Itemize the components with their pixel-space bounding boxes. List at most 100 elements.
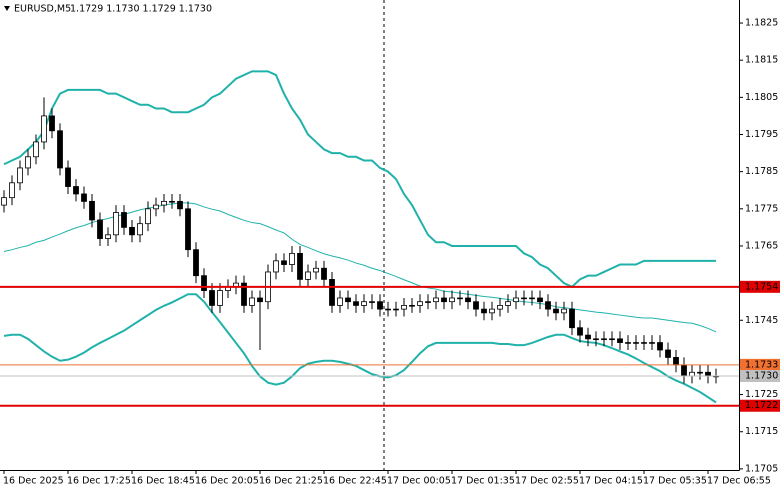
y-tick-label: 1.1705 bbox=[745, 463, 778, 474]
candle-body bbox=[281, 260, 287, 265]
x-tick-label: 16 Dec 2025 bbox=[3, 476, 64, 487]
candle-body bbox=[193, 249, 199, 277]
candle-body bbox=[673, 357, 679, 366]
candle-body bbox=[105, 234, 111, 239]
x-tick-label: 17 Dec 04:15 bbox=[579, 476, 643, 487]
candle-body bbox=[361, 301, 367, 306]
candle-body bbox=[73, 186, 79, 195]
candle-body bbox=[33, 141, 39, 158]
x-tick-label: 16 Dec 20:05 bbox=[195, 476, 259, 487]
candle-body bbox=[697, 371, 703, 374]
header-icon bbox=[4, 6, 10, 11]
y-tick-label: 1.1815 bbox=[745, 55, 778, 66]
candle-body bbox=[153, 204, 159, 210]
candle-body bbox=[441, 297, 447, 303]
candle-body bbox=[417, 301, 423, 306]
x-tick-label: 16 Dec 21:25 bbox=[259, 476, 323, 487]
candle-body bbox=[681, 364, 687, 377]
candle-body bbox=[25, 156, 31, 169]
candle-body bbox=[433, 297, 439, 303]
candle-body bbox=[657, 342, 663, 351]
candle-body bbox=[649, 342, 655, 344]
candle-body bbox=[289, 252, 295, 265]
candle-body bbox=[369, 301, 375, 303]
x-tick-label: 17 Dec 06:55 bbox=[707, 476, 771, 487]
candle-body bbox=[297, 252, 303, 280]
candle-body bbox=[481, 308, 487, 314]
candle-body bbox=[401, 305, 407, 310]
level-label: 1.1730 bbox=[745, 371, 778, 382]
y-tick-label: 1.1795 bbox=[745, 129, 778, 140]
candle-body bbox=[185, 208, 191, 251]
candle-body bbox=[513, 297, 519, 303]
candle-body bbox=[497, 305, 503, 310]
symbol: EURUSD,M5 bbox=[14, 4, 71, 15]
candle-body bbox=[121, 212, 127, 228]
y-tick-label: 1.1745 bbox=[745, 315, 778, 326]
candle-body bbox=[665, 349, 671, 358]
candle-body bbox=[553, 308, 559, 314]
candle-body bbox=[577, 327, 583, 336]
candle-body bbox=[521, 297, 527, 300]
candle-body bbox=[465, 297, 471, 303]
candle-body bbox=[161, 200, 167, 206]
candle-body bbox=[537, 297, 543, 303]
candle-body bbox=[473, 301, 479, 310]
candle-body bbox=[57, 130, 63, 169]
candle-body bbox=[393, 308, 399, 311]
candle-body bbox=[409, 305, 415, 307]
candle-body bbox=[633, 342, 639, 344]
candle-body bbox=[321, 267, 327, 280]
x-tick-label: 17 Dec 00:05 bbox=[387, 476, 451, 487]
candle-body bbox=[505, 301, 511, 306]
x-tick-label: 16 Dec 17:25 bbox=[67, 476, 131, 487]
plot bbox=[1, 70, 719, 404]
header-prices: 1.1729 1.1730 1.1729 1.1730 bbox=[70, 4, 212, 15]
candle-body bbox=[569, 308, 575, 329]
candle-body bbox=[129, 226, 135, 236]
candle-body bbox=[329, 278, 335, 306]
y-tick-label: 1.1765 bbox=[745, 240, 778, 251]
level-label-bg bbox=[740, 370, 780, 382]
y-tick-label: 1.1805 bbox=[745, 92, 778, 103]
candle-body bbox=[17, 167, 23, 184]
candle-body bbox=[201, 275, 207, 291]
candle-body bbox=[609, 338, 615, 341]
y-tick-label: 1.1825 bbox=[745, 18, 778, 29]
candle-body bbox=[313, 267, 319, 273]
candle-body bbox=[249, 297, 255, 306]
candle-body bbox=[449, 297, 455, 303]
y-tick-label: 1.1775 bbox=[745, 203, 778, 214]
candle-body bbox=[145, 208, 151, 225]
level-label-bg bbox=[740, 280, 780, 293]
x-tick-label: 17 Dec 01:35 bbox=[451, 476, 515, 487]
band-line bbox=[3, 70, 716, 289]
y-tick-label: 1.1725 bbox=[745, 389, 778, 400]
level-label-bg bbox=[740, 358, 780, 371]
candle-body bbox=[49, 115, 55, 132]
candle-body bbox=[113, 212, 119, 236]
level-label: 1.1754 bbox=[745, 281, 778, 292]
candle-body bbox=[353, 301, 359, 306]
x-tick-label: 16 Dec 22:45 bbox=[323, 476, 387, 487]
y-tick-label: 1.1715 bbox=[745, 426, 778, 437]
y-tick-label: 1.1785 bbox=[745, 166, 778, 177]
candle-body bbox=[209, 290, 215, 306]
candle-body bbox=[89, 200, 95, 221]
candle-body bbox=[385, 308, 391, 311]
candle-body bbox=[705, 371, 711, 377]
candle-body bbox=[625, 342, 631, 344]
level-label: 1.1733 bbox=[745, 359, 778, 370]
candle-body bbox=[9, 182, 15, 199]
candle-body bbox=[593, 338, 599, 341]
band-line bbox=[3, 293, 717, 404]
candle-body bbox=[257, 297, 263, 303]
candle-body bbox=[377, 301, 383, 310]
candle-body bbox=[425, 301, 431, 303]
candle-body bbox=[529, 297, 535, 300]
candle-body bbox=[1, 197, 7, 206]
candle-body bbox=[273, 260, 279, 273]
level-label-bg bbox=[740, 399, 780, 412]
